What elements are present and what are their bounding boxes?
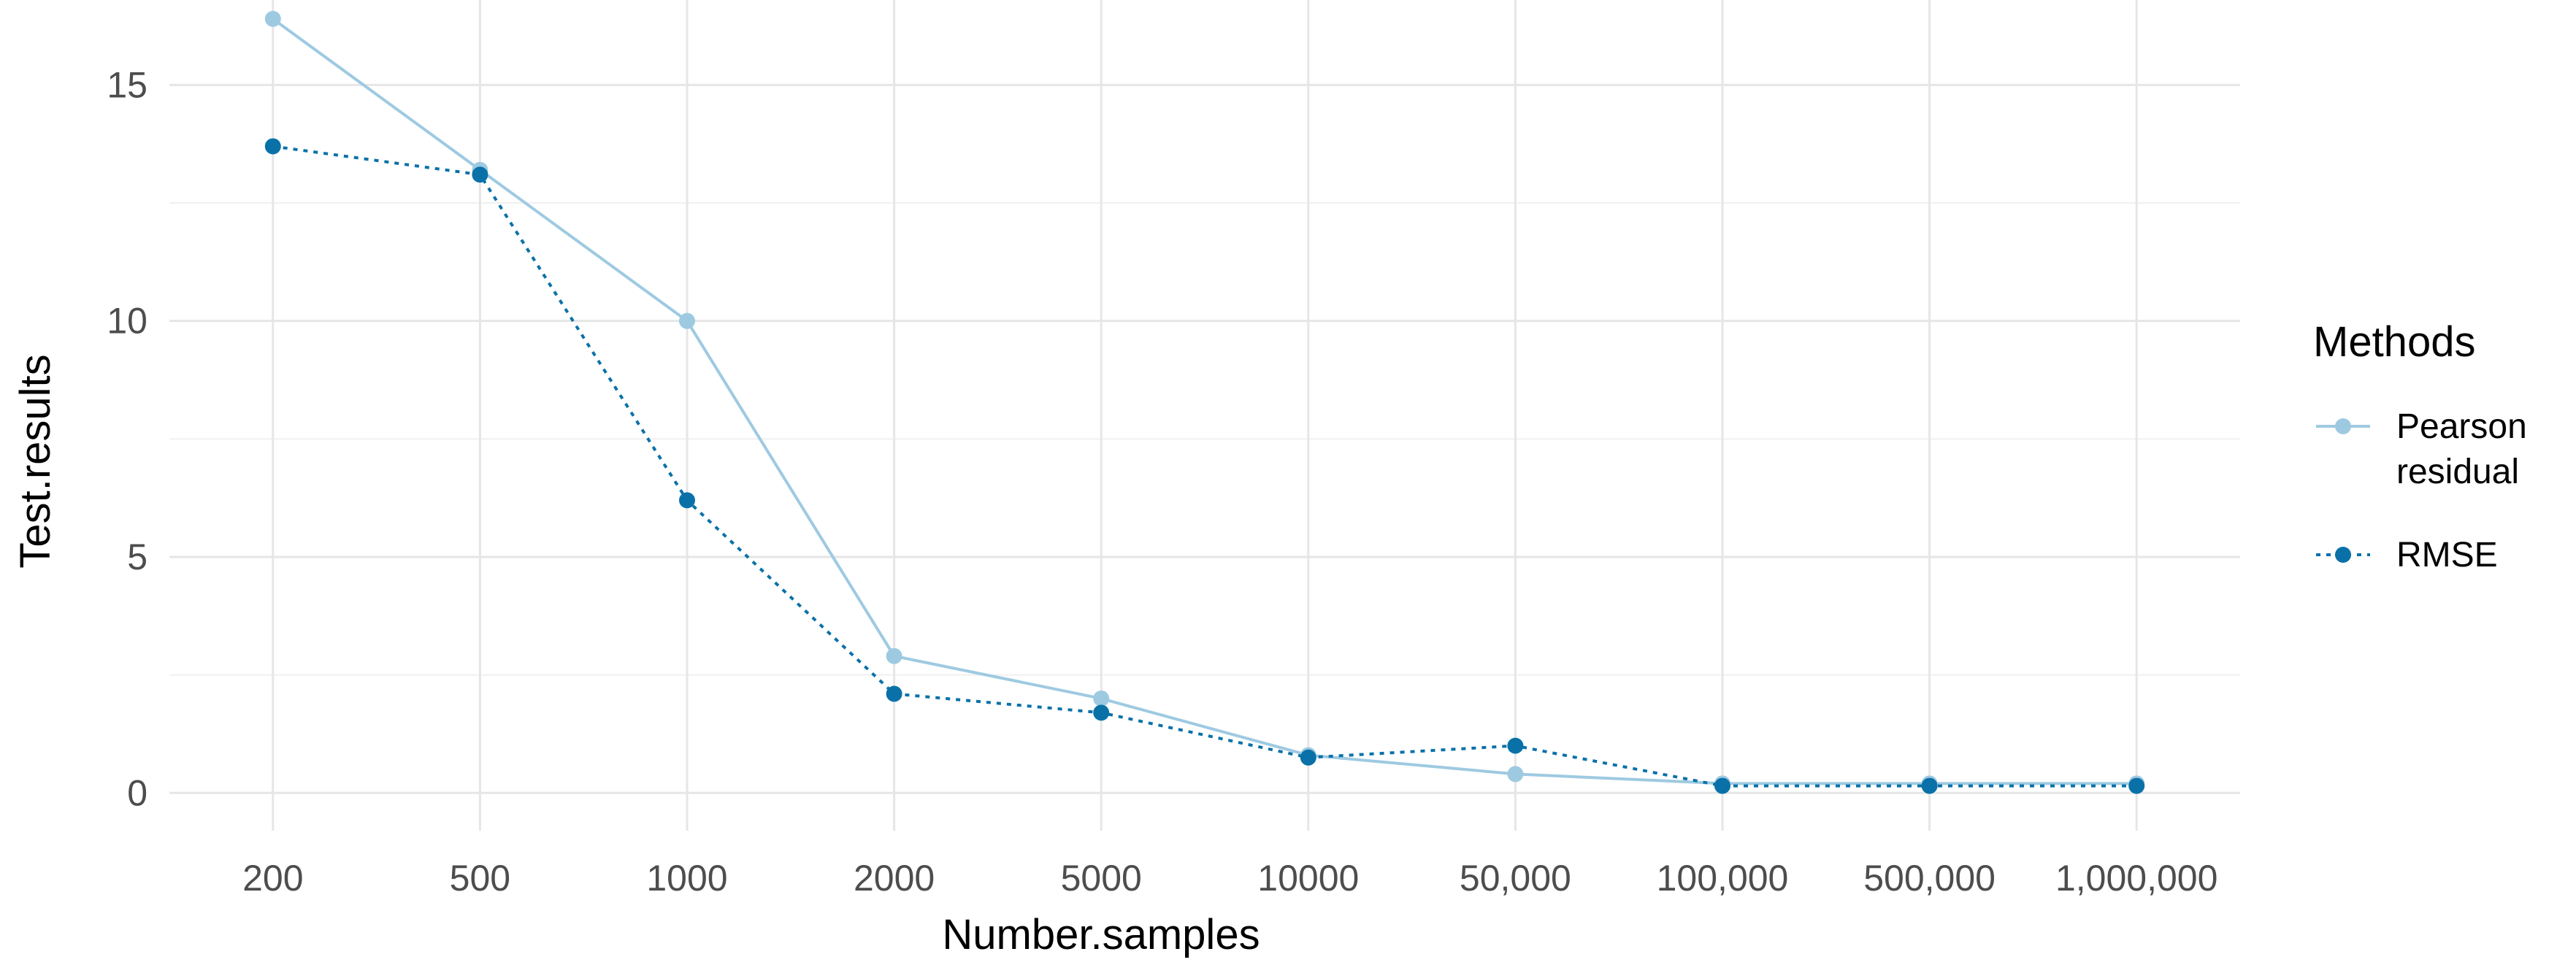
y-tick-label: 5 [127,537,147,577]
legend-item-pearson-residual: Pearson residual [2316,407,2527,491]
data-point [1507,766,1524,783]
y-axis-ticks: 0 5 10 15 [107,64,147,813]
data-point [1300,749,1316,766]
y-tick-label: 0 [127,772,147,813]
x-tick-label: 5000 [1061,858,1142,899]
legend-item-rmse: RMSE [2316,536,2498,574]
data-point [264,138,281,155]
x-tick-label: 2000 [854,858,935,899]
x-axis-ticks: 200 500 1000 2000 5000 10000 50,000 100,000 500,… [242,858,2217,899]
x-tick-label: 1000 [646,858,727,899]
plot-grid [169,0,2240,831]
data-point [472,166,488,183]
x-tick-label: 100,000 [1657,858,1789,899]
series-layer [264,10,2145,794]
y-axis-title: Test.results [12,354,59,568]
x-tick-label: 500,000 [1863,858,1996,899]
data-point [1093,690,1110,707]
x-tick-label: 500 [450,858,510,899]
data-point [2128,777,2145,794]
data-point [1507,737,1524,754]
y-tick-label: 10 [107,301,147,342]
x-tick-label: 1,000,000 [2055,858,2217,899]
data-point [679,312,695,329]
x-tick-label: 200 [242,858,303,899]
legend-label-pearson-line1: Pearson [2396,407,2527,446]
x-tick-label: 50,000 [1460,858,1571,899]
legend-key-marker-rmse [2335,547,2351,563]
data-point [1714,777,1730,794]
legend-label-rmse: RMSE [2396,536,2498,574]
legend-label-pearson-line2: residual [2396,453,2519,491]
data-point [1093,704,1110,721]
series-line [272,145,2137,788]
series-1 [264,138,2145,794]
x-axis-title: Number.samples [942,911,1260,958]
data-point [679,492,695,509]
data-point [886,647,902,664]
legend-key-marker-pearson [2335,418,2351,434]
data-point [886,685,902,702]
data-point [1921,777,1938,794]
x-tick-label: 10000 [1257,858,1359,899]
y-tick-label: 15 [107,64,147,105]
data-point [264,10,281,27]
legend-title: Methods [2313,318,2475,366]
series-line [272,18,2137,785]
legend: Methods Pearson residual RMSE [2313,318,2527,574]
